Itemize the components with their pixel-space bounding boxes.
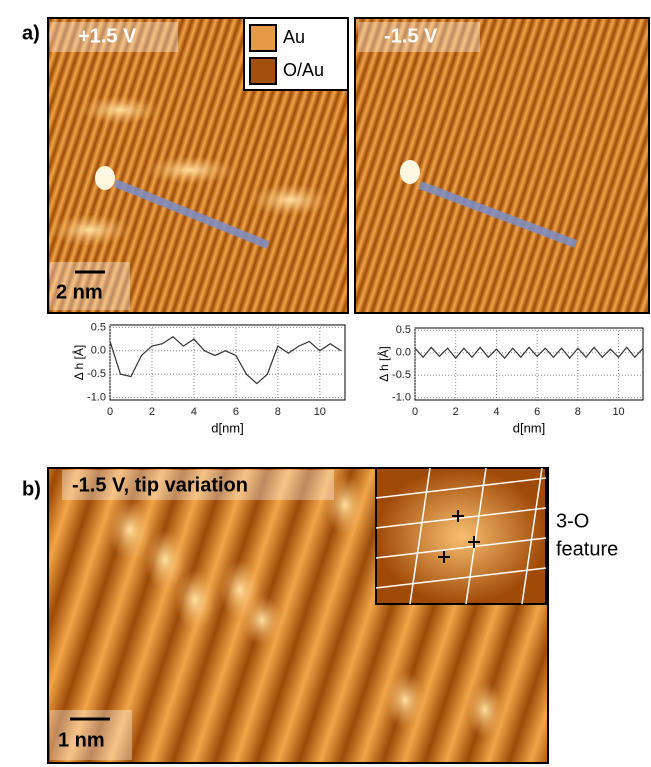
figure: a) +1.5 V Au O/Au 2 nm -1.5 V b) [0,0,651,767]
panel-label: a) [22,22,40,44]
plot-area [415,328,643,400]
legend-label: Au [283,27,305,47]
inset-label: feature [556,538,618,560]
y-tick-label: 0.0 [396,347,411,359]
y-tick-label: -0.5 [392,369,411,381]
y-tick-label: -0.5 [87,368,106,380]
y-axis-label: Δ h [Å] [376,346,391,381]
y-axis-label: Δ h [Å] [71,345,86,380]
x-tick-label: 8 [275,406,281,418]
y-tick-label: -1.0 [87,392,106,404]
x-tick-label: 6 [534,406,540,418]
stm-image: -1.5 V, tip variation 1 nm 3-O feature [48,468,618,763]
y-tick-label: -1.0 [392,392,411,404]
x-axis-label: d[nm] [513,420,546,435]
x-tick-label: 0 [107,406,113,418]
inset-label: 3-O [556,510,589,532]
stm-image: -1.5 V [355,18,649,313]
y-tick-label: 0.0 [91,345,106,357]
x-tick-label: 2 [453,406,459,418]
x-tick-label: 8 [575,406,581,418]
scale-bar-label: 2 nm [56,281,103,303]
x-tick-label: 4 [493,406,499,418]
scale-bar-label: 1 nm [58,729,105,751]
x-axis-label: d[nm] [211,420,244,435]
x-tick-label: 10 [612,406,624,418]
voltage-label: +1.5 V [78,25,137,47]
x-tick-label: 4 [191,406,197,418]
y-tick-label: 0.5 [396,324,411,336]
legend-label: O/Au [283,60,324,80]
panel-label: b) [22,478,41,500]
x-tick-label: 0 [412,406,418,418]
x-tick-label: 10 [314,406,326,418]
voltage-label: -1.5 V [384,25,438,47]
x-tick-label: 2 [149,406,155,418]
x-tick-label: 6 [233,406,239,418]
image-caption: -1.5 V, tip variation [72,474,248,496]
y-tick-label: 0.5 [91,321,106,333]
stm-image: +1.5 V Au O/Au 2 nm [48,18,348,313]
plot-area [110,325,345,400]
